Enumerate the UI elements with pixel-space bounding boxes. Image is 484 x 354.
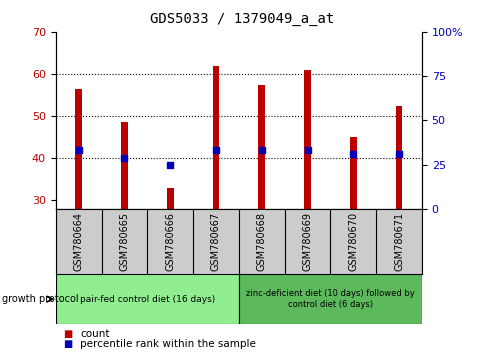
- Bar: [303, 70, 310, 209]
- Text: GSM780668: GSM780668: [256, 212, 266, 271]
- Point: [257, 147, 265, 153]
- Text: pair-fed control diet (16 days): pair-fed control diet (16 days): [79, 295, 214, 304]
- Text: ■: ■: [63, 339, 72, 349]
- Point: [303, 147, 311, 153]
- Point: [166, 162, 174, 167]
- Bar: [75, 89, 82, 209]
- Text: GSM780665: GSM780665: [119, 212, 129, 271]
- Bar: [238, 274, 421, 324]
- Bar: [349, 137, 356, 209]
- Bar: [56, 274, 238, 324]
- Text: GSM780669: GSM780669: [302, 212, 312, 271]
- Text: count: count: [80, 329, 109, 339]
- Bar: [395, 105, 402, 209]
- Bar: [166, 188, 173, 209]
- Text: GSM780671: GSM780671: [393, 212, 403, 271]
- Text: GSM780667: GSM780667: [211, 212, 221, 271]
- Point: [394, 151, 402, 157]
- Text: zinc-deficient diet (10 days) followed by
control diet (6 days): zinc-deficient diet (10 days) followed b…: [245, 290, 414, 309]
- Point: [348, 151, 356, 157]
- Point: [121, 155, 128, 161]
- Text: GSM780664: GSM780664: [74, 212, 83, 271]
- Text: growth protocol: growth protocol: [2, 294, 79, 304]
- Bar: [121, 122, 128, 209]
- Text: percentile rank within the sample: percentile rank within the sample: [80, 339, 256, 349]
- Point: [212, 147, 219, 153]
- Bar: [258, 85, 265, 209]
- Text: GSM780666: GSM780666: [165, 212, 175, 271]
- Text: GSM780670: GSM780670: [348, 212, 358, 271]
- Text: GDS5033 / 1379049_a_at: GDS5033 / 1379049_a_at: [150, 12, 334, 27]
- Bar: [212, 65, 219, 209]
- Text: ■: ■: [63, 329, 72, 339]
- Point: [75, 147, 82, 153]
